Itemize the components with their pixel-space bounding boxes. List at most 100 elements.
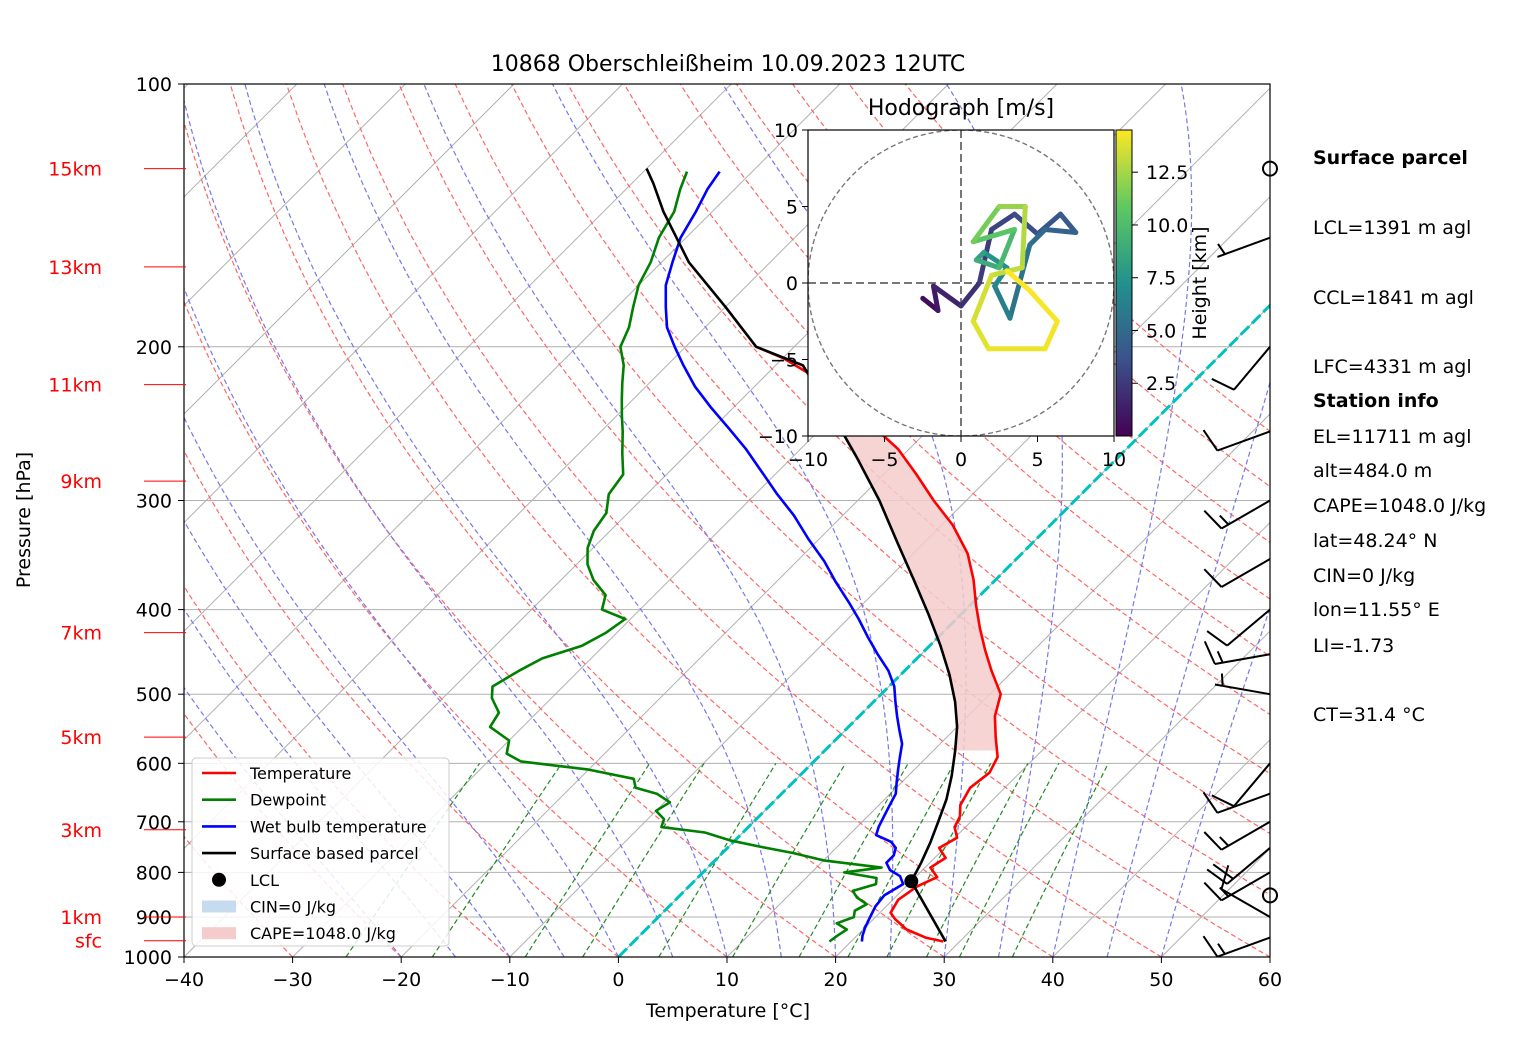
dry-adiabat-line [398,84,1270,957]
dry-adiabat-line [184,449,619,957]
y-tick-label: 1000 [124,947,172,969]
y-axis-ticks: 100 200 300 400 500 600 700 800 900 1000 [124,74,184,969]
hodograph-segment [970,318,992,352]
moist-adiabat-line [1106,380,1270,957]
y-tick-label: 400 [136,600,172,622]
wind-barb [1214,673,1271,696]
wind-barb [1206,847,1271,885]
hodograph-segment [989,211,1018,232]
isotherm-line [184,84,407,307]
station-info-line: lon=11.55° E [1313,599,1440,622]
legend-swatch-patch [202,927,236,940]
legend-label: CAPE=1048.0 J/kg [250,924,396,943]
hodograph-ticks: −10 −5 0 5 10 10 5 0 −5 −10 [758,120,1126,471]
wind-barb [1211,762,1271,808]
wind-barbs [1202,160,1278,958]
y-tick-label: 900 [136,907,172,929]
hodograph-y-tick-label: −10 [758,426,798,448]
x-tick-label: 60 [1258,969,1282,991]
height-tick-label: sfc [75,931,102,953]
surface-parcel-line: CT=31.4 °C [1313,704,1425,727]
moist-adiabat-line [1052,84,1193,957]
station-info-heading: Station info [1313,390,1439,413]
hodograph-segment [970,272,995,324]
hodograph-y-tick-label: −5 [770,350,798,372]
legend-label: LCL [250,871,279,890]
height-tick-label: 1km [60,907,102,929]
colorbar-tick-label: 7.5 [1146,268,1176,290]
y-tick-label: 600 [136,753,172,775]
mixing-ratio-line [582,762,705,957]
moist-adiabat-line [184,98,674,957]
hodograph-y-tick-label: 0 [786,273,798,295]
hodograph-colorbar [1115,129,1133,437]
moist-adiabat-line [423,84,837,957]
parcel-isotherm-line [617,303,1270,957]
hodograph-segment [1027,288,1060,324]
colorbar-label: Height [km] [1189,226,1211,339]
y-tick-label: 500 [136,684,172,706]
colorbar-tick-label: 5.0 [1146,320,1176,342]
height-tick-label: 11km [48,375,102,397]
dry-adiabat-line [342,84,1162,957]
hodograph-segment [958,280,982,309]
legend-label: Temperature [249,764,351,783]
dry-adiabat-line [184,300,728,957]
wind-barb [1203,558,1271,588]
hodograph-x-tick-label: −5 [870,449,898,471]
hodograph-x-tick-label: 10 [1102,449,1126,471]
hodograph-segment [930,283,941,314]
legend-entries: Temperature Dewpoint Wet bulb temperature S… [202,764,427,943]
hodograph-segment [1042,318,1060,352]
y-tick-label: 100 [136,74,172,96]
hodograph-x-tick-label: 0 [955,449,967,471]
mixing-ratio-line [345,762,481,957]
y-axis-label: Pressure [hPa] [13,452,35,588]
wind-barb [1206,608,1271,647]
legend: Temperature Dewpoint Wet bulb temperature S… [191,757,450,947]
height-tick-label: 3km [60,820,102,842]
height-tick-label: 13km [48,257,102,279]
series-dewpoint [488,171,883,943]
surface-parcel-line: CCL=1841 m agl [1313,286,1474,309]
mixing-ratio-line [798,763,909,957]
moist-adiabat-line [244,84,728,957]
legend-label: Wet bulb temperature [250,817,427,836]
legend-label: Surface based parcel [250,844,419,863]
mixing-ratio-line [658,762,777,957]
surface-parcel-line: EL=11711 m agl [1313,425,1472,448]
lcl-marker [904,874,919,889]
series-surface-based-parcel [645,168,959,943]
hodograph-segment [996,226,1018,271]
colorbar-tick-label: 12.5 [1146,162,1188,184]
isotherm-line [834,521,1270,957]
surface-parcel-line: LI=-1.73 [1313,634,1395,657]
moist-adiabat-line [184,519,511,957]
moist-adiabat-line [1160,606,1270,957]
station-info-panel: Station info alt=484.0 m lat=48.24° N lo… [1313,344,1440,646]
surface-parcel-line: LFC=4331 m agl [1313,356,1472,379]
hodograph-segment [1027,226,1048,248]
series-temperature [755,345,1002,943]
surface-parcel-line: LCL=1391 m agl [1313,217,1472,240]
hodograph-x-tick-label: −10 [788,449,828,471]
legend-label: Dewpoint [250,791,326,810]
wind-barb [1202,791,1271,814]
hodograph-y-tick-label: 5 [786,197,798,219]
hodograph-title: Hodograph [m/s] [868,96,1054,121]
x-tick-label: 10 [715,969,739,991]
x-tick-label: −30 [273,969,313,991]
hodograph-segment [1019,204,1028,271]
hodograph-segment [1057,211,1079,236]
wind-barb [1203,640,1271,665]
x-tick-label: −40 [164,969,204,991]
wind-barb [1203,499,1271,530]
wind-barb [1203,871,1271,902]
isotherm-line [1052,739,1270,957]
cape-area [756,346,1001,751]
moist-adiabat-line [551,84,894,957]
x-axis-label: Temperature [°C] [645,1000,810,1022]
dry-adiabat-line [285,84,1054,957]
